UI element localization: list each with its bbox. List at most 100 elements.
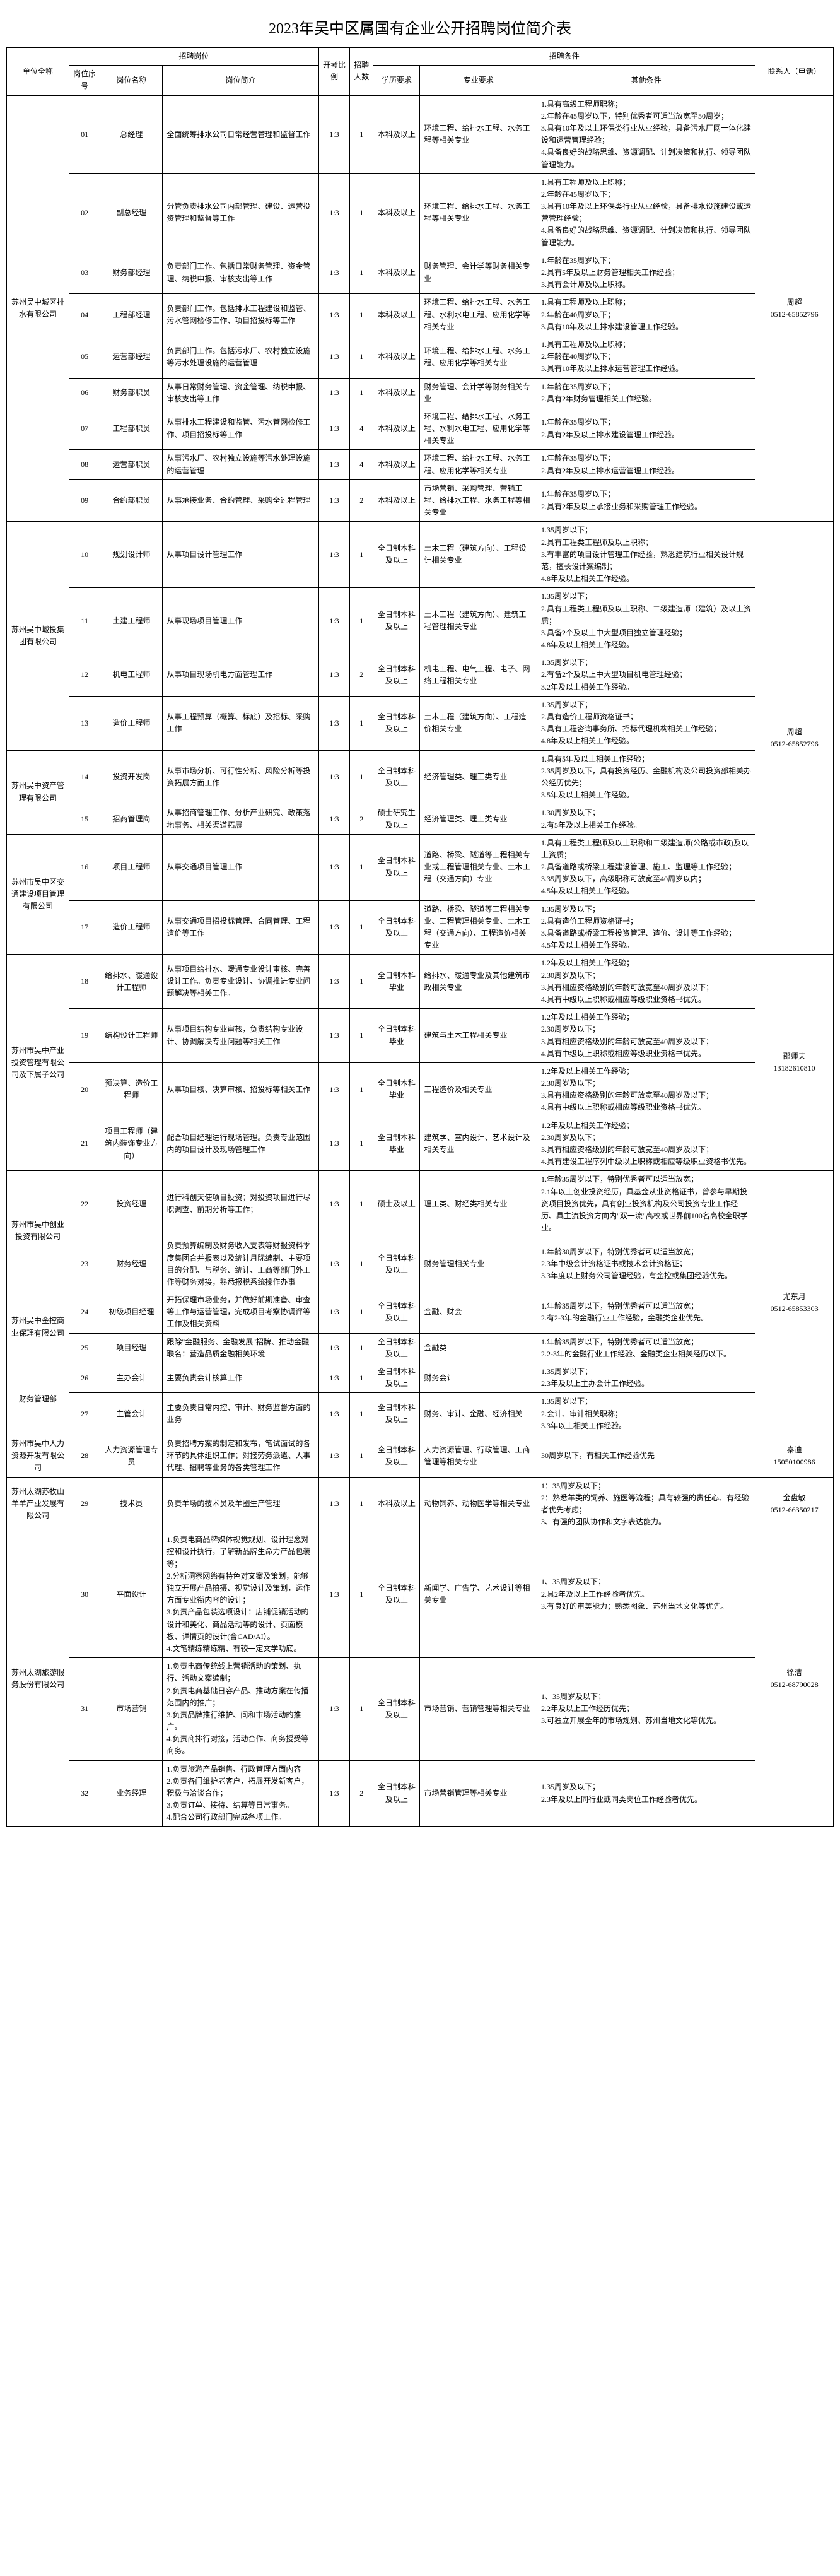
cell-seq: 07 <box>69 408 100 450</box>
cell-pname: 投资开发岗 <box>100 750 163 804</box>
th-company: 单位全称 <box>7 48 69 96</box>
cell-count: 1 <box>350 1363 373 1393</box>
cell-pname: 财务经理 <box>100 1237 163 1291</box>
cell-major: 财务管理、会计学等财务相关专业 <box>420 252 537 294</box>
cell-desc: 进行科创天使项目投资；对投资项目进行尽职调查、前期分析等工作； <box>163 1171 318 1237</box>
cell-ratio: 1:3 <box>318 1171 349 1237</box>
cell-company: 苏州太湖苏牧山羊羊产业发展有限公司 <box>7 1477 69 1531</box>
cell-count: 1 <box>350 95 373 173</box>
cell-ratio: 1:3 <box>318 654 349 697</box>
cell-major: 经济管理类、理工类专业 <box>420 804 537 834</box>
cell-ratio: 1:3 <box>318 588 349 654</box>
cell-count: 1 <box>350 955 373 1009</box>
cell-ratio: 1:3 <box>318 1333 349 1363</box>
cell-desc: 主要负责会计核算工作 <box>163 1363 318 1393</box>
cell-contact: 秦迪 15050100986 <box>755 1435 834 1477</box>
cell-desc: 1.负责电商传统线上营销活动的策划、执行、活动文案编制； 2.负责电商基础日容产… <box>163 1658 318 1761</box>
cell-pname: 工程部职员 <box>100 408 163 450</box>
cell-pname: 总经理 <box>100 95 163 173</box>
table-row: 苏州吴中城区排水有限公司01总经理全面统筹排水公司日常经营管理和监督工作1:31… <box>7 95 834 173</box>
cell-edu: 硕士研究生及以上 <box>373 804 420 834</box>
table-row: 21项目工程师（建筑内装饰专业方向）配合项目经理进行现场管理。负责专业范围内的项… <box>7 1117 834 1171</box>
cell-desc: 从事污水厂、农村独立设施等污水处理设施的运营管理 <box>163 450 318 479</box>
cell-pname: 运营部经理 <box>100 336 163 378</box>
th-cond-group: 招聘条件 <box>373 48 755 66</box>
cell-seq: 22 <box>69 1171 100 1237</box>
cell-pname: 合约部职员 <box>100 479 163 522</box>
cell-count: 1 <box>350 834 373 900</box>
cell-major: 土木工程（建筑方向）、工程设计相关专业 <box>420 522 537 588</box>
cell-seq: 08 <box>69 450 100 479</box>
cell-ratio: 1:3 <box>318 696 349 750</box>
th-pname: 岗位名称 <box>100 66 163 95</box>
th-ratio: 开考比例 <box>318 48 349 96</box>
cell-edu: 全日制本科及以上 <box>373 522 420 588</box>
th-contact: 联系人（电话） <box>755 48 834 96</box>
cell-edu: 全日制本科及以上 <box>373 750 420 804</box>
cell-count: 1 <box>350 1477 373 1531</box>
th-desc: 岗位简介 <box>163 66 318 95</box>
th-count: 招聘人数 <box>350 48 373 96</box>
cell-seq: 21 <box>69 1117 100 1171</box>
cell-ratio: 1:3 <box>318 900 349 955</box>
cell-edu: 本科及以上 <box>373 173 420 252</box>
table-row: 08运营部职员从事污水厂、农村独立设施等污水处理设施的运营管理1:34本科及以上… <box>7 450 834 479</box>
cell-seq: 23 <box>69 1237 100 1291</box>
cell-count: 1 <box>350 1333 373 1363</box>
cell-seq: 31 <box>69 1658 100 1761</box>
cell-desc: 负责部门工作。包括排水工程建设和监管、污水管网检修工作、项目招投标等工作 <box>163 294 318 336</box>
cell-seq: 03 <box>69 252 100 294</box>
cell-desc: 从事项目核、决算审核、招投标等相关工作 <box>163 1062 318 1117</box>
cell-ratio: 1:3 <box>318 450 349 479</box>
cell-count: 1 <box>350 1171 373 1237</box>
cell-other: 1.年龄35周岁以下，特别优秀者可以适当放宽； 2.有2-3年的金融行业工作经验… <box>537 1291 755 1334</box>
cell-pname: 人力资源管理专员 <box>100 1435 163 1477</box>
table-row: 13造价工程师从事工程预算（概算、标底）及招标、采购工作1:31全日制本科及以上… <box>7 696 834 750</box>
cell-seq: 20 <box>69 1062 100 1117</box>
table-row: 09合约部职员从事承接业务、合约管理、采购全过程管理1:32本科及以上市场营销、… <box>7 479 834 522</box>
cell-ratio: 1:3 <box>318 95 349 173</box>
job-table: 单位全称 招聘岗位 开考比例 招聘人数 招聘条件 联系人（电话） 岗位序号 岗位… <box>6 47 834 1827</box>
cell-seq: 19 <box>69 1009 100 1063</box>
cell-contact: 徐洁 0512-68790028 <box>755 1531 834 1826</box>
cell-major: 市场营销管理等相关专业 <box>420 1760 537 1826</box>
cell-edu: 硕士及以上 <box>373 1171 420 1237</box>
cell-other: 1.2年及以上相关工作经验； 2.30周岁及以下； 3.具有相应资格级别的年龄可… <box>537 1117 755 1171</box>
cell-ratio: 1:3 <box>318 1009 349 1063</box>
cell-seq: 15 <box>69 804 100 834</box>
cell-ratio: 1:3 <box>318 173 349 252</box>
cell-desc: 负责预算编制及财务收入支表等财报资料季度集团合并报表以及统计月际编制、主要项目的… <box>163 1237 318 1291</box>
cell-desc: 跟除"金融服务、金融发展"招牌、推动金融联名：营造品质金融相关环境 <box>163 1333 318 1363</box>
cell-seq: 28 <box>69 1435 100 1477</box>
cell-contact: 邵师夫 13182610810 <box>755 955 834 1171</box>
cell-desc: 从事项目给排水、暖通专业设计审核、完善设计工作。负责专业设计、协调推进专业问题解… <box>163 955 318 1009</box>
cell-major: 人力资源管理、行政管理、工商管理等相关专业 <box>420 1435 537 1477</box>
page-title: 2023年吴中区属国有企业公开招聘岗位简介表 <box>6 6 834 47</box>
cell-desc: 从事交通项目管理工作 <box>163 834 318 900</box>
cell-major: 理工类、财经类相关专业 <box>420 1171 537 1237</box>
cell-desc: 从事项目现场机电方面管理工作 <box>163 654 318 697</box>
cell-edu: 全日制本科毕业 <box>373 1062 420 1117</box>
cell-major: 市场营销、采购管理、营销工程、给排水工程、水务工程等相关专业 <box>420 479 537 522</box>
cell-count: 2 <box>350 654 373 697</box>
cell-company: 苏州市吴中产业投资管理有限公司及下属子公司 <box>7 955 69 1171</box>
cell-company: 苏州市吴中创业投资有限公司 <box>7 1171 69 1291</box>
cell-ratio: 1:3 <box>318 1531 349 1658</box>
cell-other: 1.具有工程师及以上职称； 2.年龄在40周岁以下； 3.具有10年及以上排水运… <box>537 336 755 378</box>
cell-major: 环境工程、给排水工程、水务工程、水利水电工程、应用化学等相关专业 <box>420 294 537 336</box>
table-row: 苏州太湖旅游服务股份有限公司30平面设计1.负责电商品牌媒体视觉规划、设计理念对… <box>7 1531 834 1658</box>
cell-count: 1 <box>350 1435 373 1477</box>
cell-seq: 26 <box>69 1363 100 1393</box>
cell-pname: 项目工程师（建筑内装饰专业方向） <box>100 1117 163 1171</box>
cell-ratio: 1:3 <box>318 1062 349 1117</box>
cell-desc: 从事工程预算（概算、标底）及招标、采购工作 <box>163 696 318 750</box>
cell-other: 1.35周岁以下； 2.会计、审计相关职称； 3.3年以上相关工作经验。 <box>537 1393 755 1435</box>
cell-other: 1.年龄35周岁以下，特别优秀者可以适当放宽； 2.2-3年的金融行业工作经验、… <box>537 1333 755 1363</box>
cell-major: 环境工程、给排水工程、水务工程、应用化学等相关专业 <box>420 336 537 378</box>
table-row: 苏州吴中城投集团有限公司10规划设计师从事项目设计管理工作1:31全日制本科及以… <box>7 522 834 588</box>
cell-other: 1.具有工程师及以上职称； 2.年龄在40周岁以下； 3.具有10年及以上排水建… <box>537 294 755 336</box>
cell-ratio: 1:3 <box>318 1291 349 1334</box>
cell-other: 1.2年及以上相关工作经验； 2.30周岁及以下； 3.具有相应资格级别的年龄可… <box>537 955 755 1009</box>
cell-major: 市场营销、营销管理等相关专业 <box>420 1658 537 1761</box>
cell-other: 1.年龄在35周岁以下； 2.具有5年及以上财务管理相关工作经验； 3.具有会计… <box>537 252 755 294</box>
